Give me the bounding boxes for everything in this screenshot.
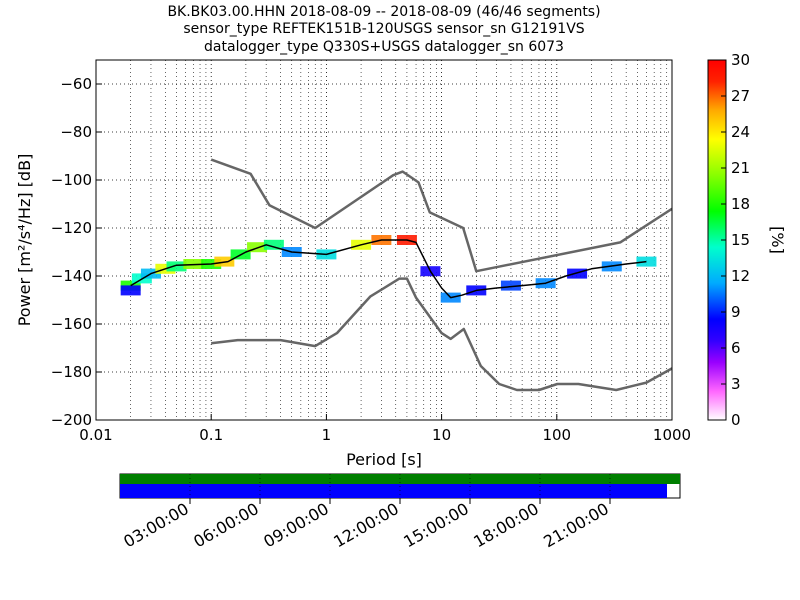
colorbar-tick-label: 0 — [731, 411, 741, 429]
density-cell — [263, 239, 284, 250]
density-cell — [166, 261, 187, 272]
y-tick-label: −180 — [51, 363, 92, 381]
colorbar-tick-label: 12 — [731, 267, 750, 285]
time-tick-label: 12:00:00 — [330, 499, 402, 551]
y-tick-label: −80 — [60, 123, 92, 141]
time-coverage-panel: 03:00:0006:00:0009:00:0012:00:0015:00:00… — [119, 473, 681, 551]
x-axis-ticks: 0.01 0.1 1 10 100 1000 — [79, 414, 691, 444]
density-cell — [247, 242, 268, 253]
colorbar-tick-label: 6 — [731, 339, 741, 357]
colorbar: 0 3 6 9 12 15 18 21 24 27 30 [%] — [707, 51, 787, 429]
y-axis-label: Power [m²/s⁴/Hz] [dB] — [15, 154, 34, 327]
time-tick-label: 15:00:00 — [400, 499, 472, 551]
colorbar-label: [%] — [768, 226, 787, 254]
series-line-mode — [130, 239, 647, 299]
colorbar-tick-label: 24 — [731, 123, 750, 141]
y-tick-label: −100 — [51, 171, 92, 189]
colorbar-ticks: 0 3 6 9 12 15 18 21 24 27 30 — [721, 51, 750, 429]
x-tick-label: 0.1 — [199, 426, 223, 444]
colorbar-tick-label: 15 — [731, 231, 750, 249]
density-cell — [636, 256, 657, 267]
colorbar-tick-label: 9 — [731, 303, 741, 321]
y-axis-ticks: −60 −80 −100 −120 −140 −160 −180 −200 — [51, 75, 102, 429]
series-line-nlnm — [211, 277, 672, 392]
x-axis-label: Period [s] — [346, 450, 422, 469]
grid-lines — [96, 60, 672, 420]
x-tick-label: 1 — [322, 426, 332, 444]
colorbar-tick-label: 3 — [731, 375, 741, 393]
title-line-1: BK.BK03.00.HHN 2018-08-09 -- 2018-08-09 … — [167, 4, 600, 20]
colorbar-tick-label: 27 — [731, 87, 750, 105]
time-tick-label: 21:00:00 — [540, 499, 612, 551]
y-tick-label: −200 — [51, 411, 92, 429]
y-tick-label: −60 — [60, 75, 92, 93]
plot-frame — [95, 59, 673, 421]
model-lines — [130, 158, 672, 392]
y-tick-label: −160 — [51, 315, 92, 333]
time-tick-label: 18:00:00 — [470, 499, 542, 551]
y-tick-label: −140 — [51, 267, 92, 285]
psd-coverage-bar — [120, 484, 667, 498]
colorbar-tick-label: 30 — [731, 51, 750, 69]
y-tick-label: −120 — [51, 219, 92, 237]
time-tick-label: 09:00:00 — [260, 499, 332, 551]
colorbar-tick-label: 21 — [731, 159, 750, 177]
x-tick-label: 0.01 — [79, 426, 112, 444]
series-line-nhnm — [210, 158, 672, 273]
density-cell — [500, 280, 521, 291]
x-tick-label: 1000 — [653, 426, 691, 444]
title-line-3: datalogger_type Q330S+USGS datalogger_sn… — [204, 39, 564, 55]
density-cell — [120, 285, 141, 296]
time-tick-label: 03:00:00 — [120, 499, 192, 551]
time-tick-label: 06:00:00 — [190, 499, 262, 551]
psd-plot-area: 0.01 0.1 1 10 100 1000 −60 −80 −100 −120 −140 −160… — [51, 59, 691, 444]
colorbar-tick-label: 18 — [731, 195, 750, 213]
x-tick-label: 100 — [542, 426, 571, 444]
x-tick-label: 10 — [432, 426, 451, 444]
title-line-2: sensor_type REFTEK151B-120USGS sensor_sn… — [183, 21, 584, 37]
